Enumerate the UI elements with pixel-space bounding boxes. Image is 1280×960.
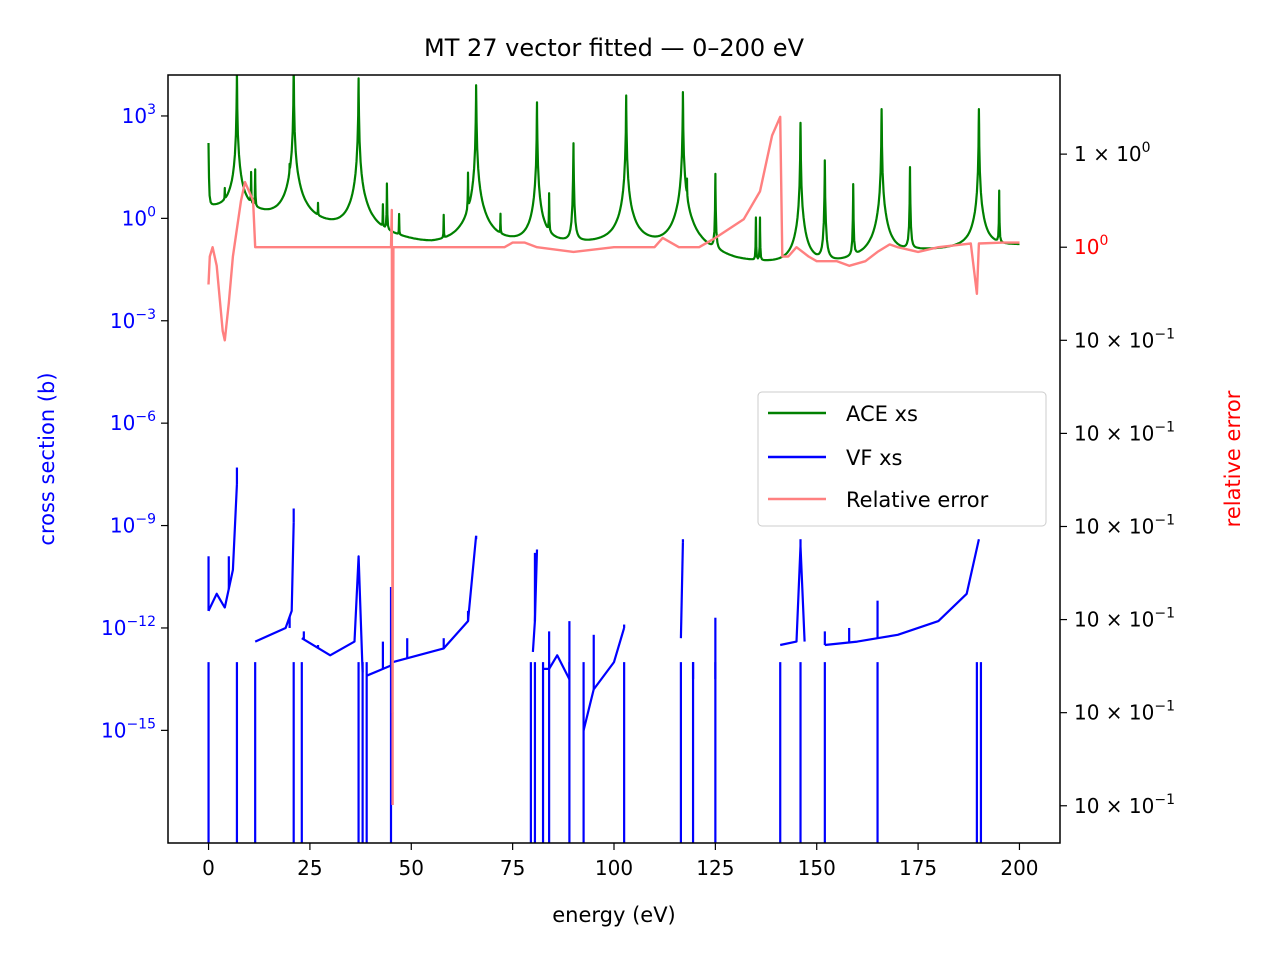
series-segment-vf-xs [543, 654, 571, 680]
right-y-tick-label: 10 × 10−1 [1074, 326, 1175, 352]
x-tick-label: 0 [202, 856, 215, 880]
x-tick-label: 175 [899, 856, 937, 880]
x-tick-label: 100 [595, 856, 633, 880]
series-segment-vf-xs [366, 664, 392, 677]
x-tick-label: 25 [297, 856, 322, 880]
left-y-tick-label: 10−9 [110, 512, 156, 538]
x-tick-label: 50 [399, 856, 424, 880]
series-line-relative-error [207, 115, 1020, 714]
left-y-axis-label: cross section (b) [35, 372, 59, 545]
right-y-tick-label: 10 × 10−1 [1074, 512, 1175, 538]
series-segment-vf-xs [779, 544, 806, 647]
series-segment-vf-xs [207, 484, 238, 612]
right-y-axis-label: relative error [1221, 390, 1245, 527]
right-y-tick-label: 10 × 10−1 [1074, 606, 1175, 632]
legend-label-ace: ACE xs [846, 402, 918, 426]
left-y-tick-label: 10−6 [110, 409, 156, 435]
right-y-axis: 1 × 100 100 10 × 10−1 10 × 10−1 10 × 10−1 10 … [1060, 140, 1175, 818]
x-tick-label: 125 [696, 856, 734, 880]
right-y-tick-label: 1 × 100 [1074, 140, 1151, 166]
x-tick-label: 75 [500, 856, 525, 880]
legend-box [757, 391, 1047, 527]
series-line-ace-xs [207, 75, 1020, 262]
left-y-axis: 103 100 10−3 10−6 10−9 10−12 10−15 [101, 102, 168, 742]
x-tick-label: 200 [1000, 856, 1038, 880]
series-segment-vf-xs [582, 627, 626, 731]
series-segment-vf-xs [301, 555, 364, 673]
legend: ACE xs VF xs Relative error [757, 391, 1047, 527]
plot-area [207, 75, 1020, 843]
left-y-tick-label: 100 [122, 204, 156, 230]
left-y-tick-label: 10−15 [101, 716, 156, 742]
x-axis: 0 25 50 75 100 125 150 175 200 [202, 843, 1039, 880]
right-y-tick-label: 10 × 10−1 [1074, 792, 1175, 818]
legend-label-relative-error: Relative error [846, 488, 989, 512]
series-segment-vf-xs [392, 535, 478, 664]
series-segment-vf-xs [824, 538, 980, 647]
series-segment-vf-xs [679, 542, 684, 639]
legend-label-vf: VF xs [846, 446, 903, 470]
x-tick-label: 150 [798, 856, 836, 880]
left-y-tick-label: 103 [122, 102, 156, 128]
chart-title: MT 27 vector fitted — 0–200 eV [424, 34, 805, 62]
right-y-tick-label: 10 × 10−1 [1074, 699, 1175, 725]
left-y-tick-label: 10−12 [101, 614, 156, 640]
right-y-tick-label: 100 [1074, 233, 1108, 259]
right-y-tick-label: 10 × 10−1 [1074, 419, 1175, 445]
left-y-tick-label: 10−3 [110, 307, 156, 333]
x-axis-label: energy (eV) [552, 903, 676, 927]
